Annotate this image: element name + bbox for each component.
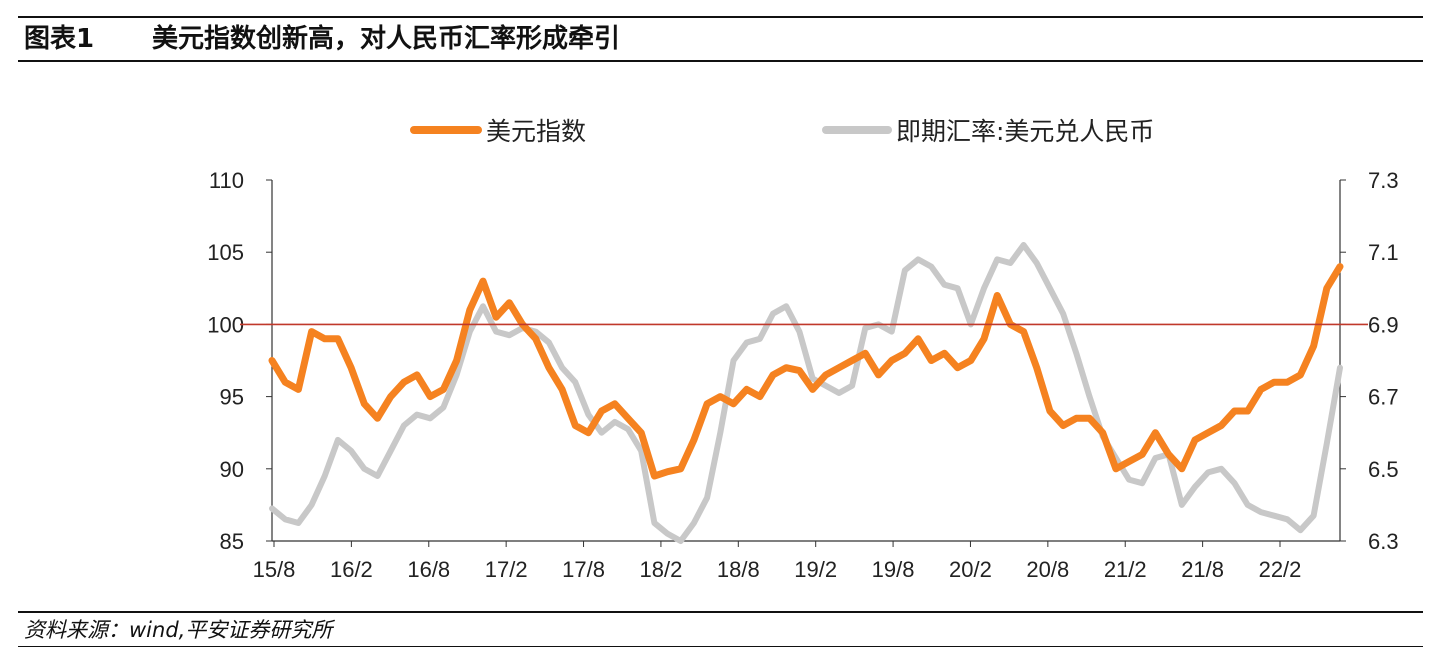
left-y-tick-label: 100 — [207, 312, 244, 337]
series-lines — [268, 242, 1344, 544]
left-y-tick-label: 95 — [220, 385, 244, 410]
right-y-tick-label: 7.3 — [1368, 168, 1399, 193]
x-tick-label: 20/8 — [1026, 557, 1069, 582]
x-tick-label: 17/8 — [562, 557, 605, 582]
bottom-rule — [18, 646, 1423, 647]
legend: 美元指数 即期汇率:美元兑人民币 — [410, 117, 1154, 146]
x-tick-label: 21/8 — [1181, 557, 1224, 582]
figure-label: 图表1 — [24, 24, 95, 54]
x-tick-label: 17/2 — [485, 557, 528, 582]
legend-label-dxy: 美元指数 — [486, 117, 586, 146]
x-tick-label: 21/2 — [1104, 557, 1147, 582]
right-y-tick-labels: 6.3 6.5 6.7 6.9 7.1 7.3 — [1368, 168, 1399, 554]
right-y-tick-label: 6.9 — [1368, 312, 1399, 337]
series-line-dxy — [268, 263, 1344, 480]
title-rule — [18, 60, 1423, 62]
x-tick-label: 19/8 — [872, 557, 915, 582]
top-rule — [18, 16, 1423, 18]
legend-label-usdcny: 即期汇率:美元兑人民币 — [896, 117, 1154, 146]
x-tick-label: 18/2 — [640, 557, 683, 582]
source-rule — [18, 611, 1423, 613]
left-y-tick-label: 110 — [209, 168, 244, 193]
right-y-tick-label: 6.5 — [1368, 457, 1399, 482]
x-tick-label: 16/2 — [330, 557, 373, 582]
left-y-tick-label: 105 — [207, 240, 244, 265]
series-line-usdcny — [269, 242, 1343, 544]
left-y-tick-label: 90 — [220, 457, 244, 482]
right-y-tick-label: 6.3 — [1368, 529, 1399, 554]
x-tick-label: 18/8 — [717, 557, 760, 582]
x-tick-label: 19/2 — [794, 557, 837, 582]
right-y-tick-label: 7.1 — [1368, 240, 1399, 265]
left-y-tick-label: 85 — [220, 529, 244, 554]
x-tick-label: 16/8 — [407, 557, 450, 582]
left-y-tick-labels: 85 90 95 100 105 110 — [207, 168, 244, 554]
right-y-tick-label: 6.7 — [1368, 385, 1399, 410]
x-tick-label: 15/8 — [253, 557, 296, 582]
x-tick-label: 20/2 — [949, 557, 992, 582]
x-tick-labels: 15/8 16/2 16/8 17/2 17/8 18/2 18/8 19/2 19/8 20/2… — [253, 557, 1302, 582]
source-note: 资料来源：wind,平安证券研究所 — [24, 618, 333, 642]
figure-title: 美元指数创新高，对人民币汇率形成牵引 — [152, 24, 621, 54]
x-tick-label: 22/2 — [1259, 557, 1302, 582]
